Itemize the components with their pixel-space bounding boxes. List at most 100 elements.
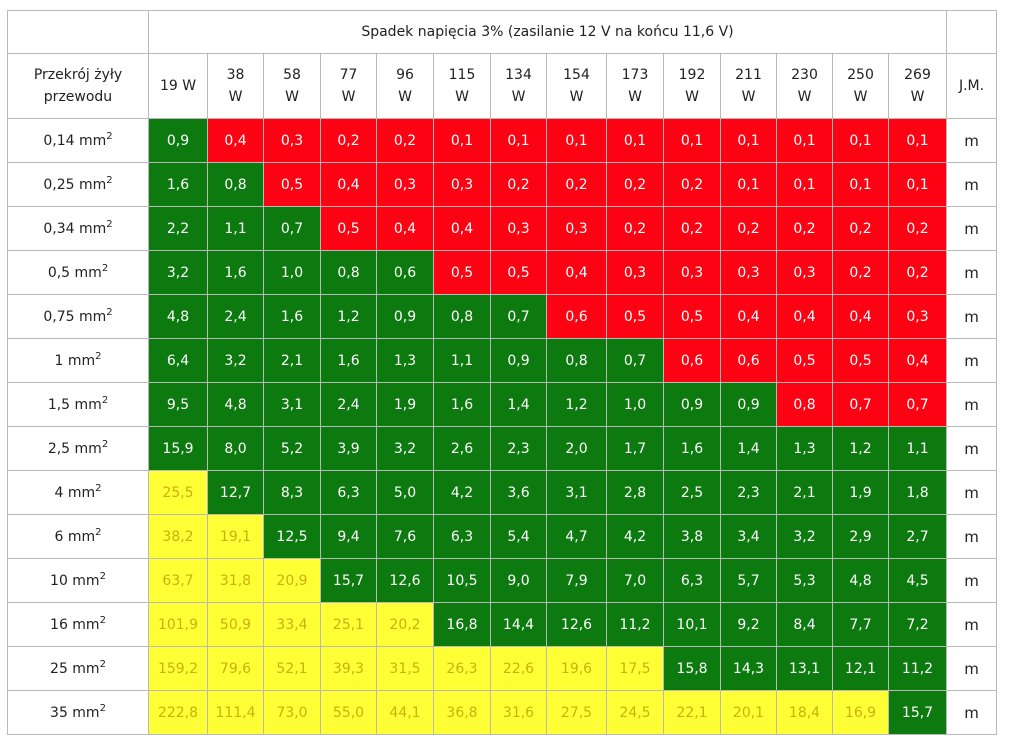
title-row: Spadek napięcia 3% (zasilanie 12 V na ko…: [7, 10, 997, 54]
length-cell: 10,5: [433, 558, 491, 603]
length-cell: 1,1: [888, 426, 947, 471]
length-cell: 3,9: [320, 426, 377, 471]
cross-section-text: 1 mm: [54, 352, 96, 369]
power-value: 269: [904, 67, 931, 83]
length-cell: 0,6: [546, 294, 607, 339]
length-cell: 0,9: [720, 382, 777, 427]
length-cell: 2,3: [720, 470, 777, 515]
length-cell: 0,2: [832, 206, 889, 251]
length-cell: 3,2: [776, 514, 833, 559]
square-superscript: 2: [95, 482, 102, 494]
length-cell: 22,6: [490, 646, 547, 691]
length-cell: 8,3: [263, 470, 321, 515]
length-cell: 0,6: [376, 250, 434, 295]
length-cell: 38,2: [148, 514, 208, 559]
table-row: 1,5 mm2 9,5 4,8 3,1 2,4 1,9 1,6 1,4 1,2 1,0 0,9 0,9…: [7, 382, 997, 427]
length-cell: 3,2: [148, 250, 208, 295]
length-cell: 2,0: [546, 426, 607, 471]
cross-section-text: 35 mm: [50, 704, 100, 721]
cross-section-label: 0,75 mm2: [7, 294, 149, 339]
section-header-line1: Przekrój żyły: [33, 67, 123, 83]
length-cell: 1,1: [433, 338, 491, 383]
power-value: 173: [621, 67, 649, 83]
length-cell: 4,7: [546, 514, 607, 559]
length-cell: 1,9: [376, 382, 434, 427]
length-cell: 16,9: [832, 690, 889, 735]
length-cell: 14,3: [720, 646, 777, 691]
length-cell: 15,7: [888, 690, 947, 735]
length-cell: 1,2: [320, 294, 377, 339]
row-unit: m: [946, 558, 997, 603]
length-cell: 7,9: [546, 558, 607, 603]
length-cell: 0,7: [263, 206, 321, 251]
length-cell: 0,2: [832, 250, 889, 295]
length-cell: 111,4: [207, 690, 264, 735]
square-superscript: 2: [95, 350, 102, 362]
cross-section-label: 0,14 mm2: [7, 118, 149, 163]
length-cell: 2,1: [263, 338, 321, 383]
length-cell: 6,4: [148, 338, 208, 383]
length-cell: 22,1: [663, 690, 721, 735]
length-cell: 0,4: [832, 294, 889, 339]
length-cell: 6,3: [663, 558, 721, 603]
length-cell: 14,4: [490, 602, 547, 647]
power-column-header: 192 W: [663, 53, 721, 119]
length-cell: 7,6: [376, 514, 434, 559]
length-cell: 3,1: [546, 470, 607, 515]
cross-section-label: 2,5 mm2: [7, 426, 149, 471]
power-unit: W: [797, 89, 812, 105]
length-cell: 0,3: [888, 294, 947, 339]
row-unit: m: [946, 382, 997, 427]
length-cell: 0,4: [207, 118, 264, 163]
length-cell: 0,2: [376, 118, 434, 163]
voltage-drop-table: Spadek napięcia 3% (zasilanie 12 V na ko…: [7, 10, 997, 735]
power-unit: W: [910, 89, 925, 105]
length-cell: 1,6: [433, 382, 491, 427]
length-cell: 4,2: [433, 470, 491, 515]
power-column-header: 250 W: [832, 53, 889, 119]
length-cell: 0,8: [776, 382, 833, 427]
length-cell: 2,6: [433, 426, 491, 471]
length-cell: 18,4: [776, 690, 833, 735]
length-cell: 0,1: [832, 162, 889, 207]
length-cell: 2,7: [888, 514, 947, 559]
length-cell: 0,1: [606, 118, 664, 163]
table-row: 16 mm2 101,9 50,9 33,4 25,1 20,2 16,8 14,4 12,6 1…: [7, 602, 997, 647]
length-cell: 27,5: [546, 690, 607, 735]
length-cell: 15,7: [320, 558, 377, 603]
length-cell: 15,9: [148, 426, 208, 471]
length-cell: 12,5: [263, 514, 321, 559]
power-column-header: 58 W: [263, 53, 321, 119]
table-row: 0,5 mm2 3,2 1,6 1,0 0,8 0,6 0,5 0,5 0,4 0,3 0,3 0,3…: [7, 250, 997, 295]
length-cell: 25,5: [148, 470, 208, 515]
length-cell: 9,0: [490, 558, 547, 603]
row-unit: m: [946, 162, 997, 207]
length-cell: 4,8: [148, 294, 208, 339]
length-cell: 12,7: [207, 470, 264, 515]
length-cell: 0,4: [720, 294, 777, 339]
length-cell: 55,0: [320, 690, 377, 735]
cross-section-text: 16 mm: [50, 616, 100, 633]
power-unit: W: [341, 89, 356, 105]
length-cell: 79,6: [207, 646, 264, 691]
length-cell: 2,4: [207, 294, 264, 339]
length-cell: 0,8: [207, 162, 264, 207]
power-value: 38: [226, 67, 245, 83]
cross-section-text: 0,25 mm: [43, 176, 107, 193]
length-cell: 12,6: [376, 558, 434, 603]
cross-section-label: 0,5 mm2: [7, 250, 149, 295]
length-cell: 1,0: [263, 250, 321, 295]
length-cell: 1,2: [546, 382, 607, 427]
length-cell: 0,1: [888, 162, 947, 207]
length-cell: 0,2: [606, 162, 664, 207]
power-unit: W: [455, 89, 469, 105]
length-cell: 8,0: [207, 426, 264, 471]
length-cell: 0,3: [606, 250, 664, 295]
power-unit: W: [741, 89, 756, 105]
length-cell: 0,5: [433, 250, 491, 295]
row-unit: m: [946, 206, 997, 251]
power-column-header: 77 W: [320, 53, 377, 119]
length-cell: 7,7: [832, 602, 889, 647]
cross-section-text: 0,14 mm: [43, 132, 107, 149]
cross-section-text: 2,5 mm: [47, 440, 102, 457]
